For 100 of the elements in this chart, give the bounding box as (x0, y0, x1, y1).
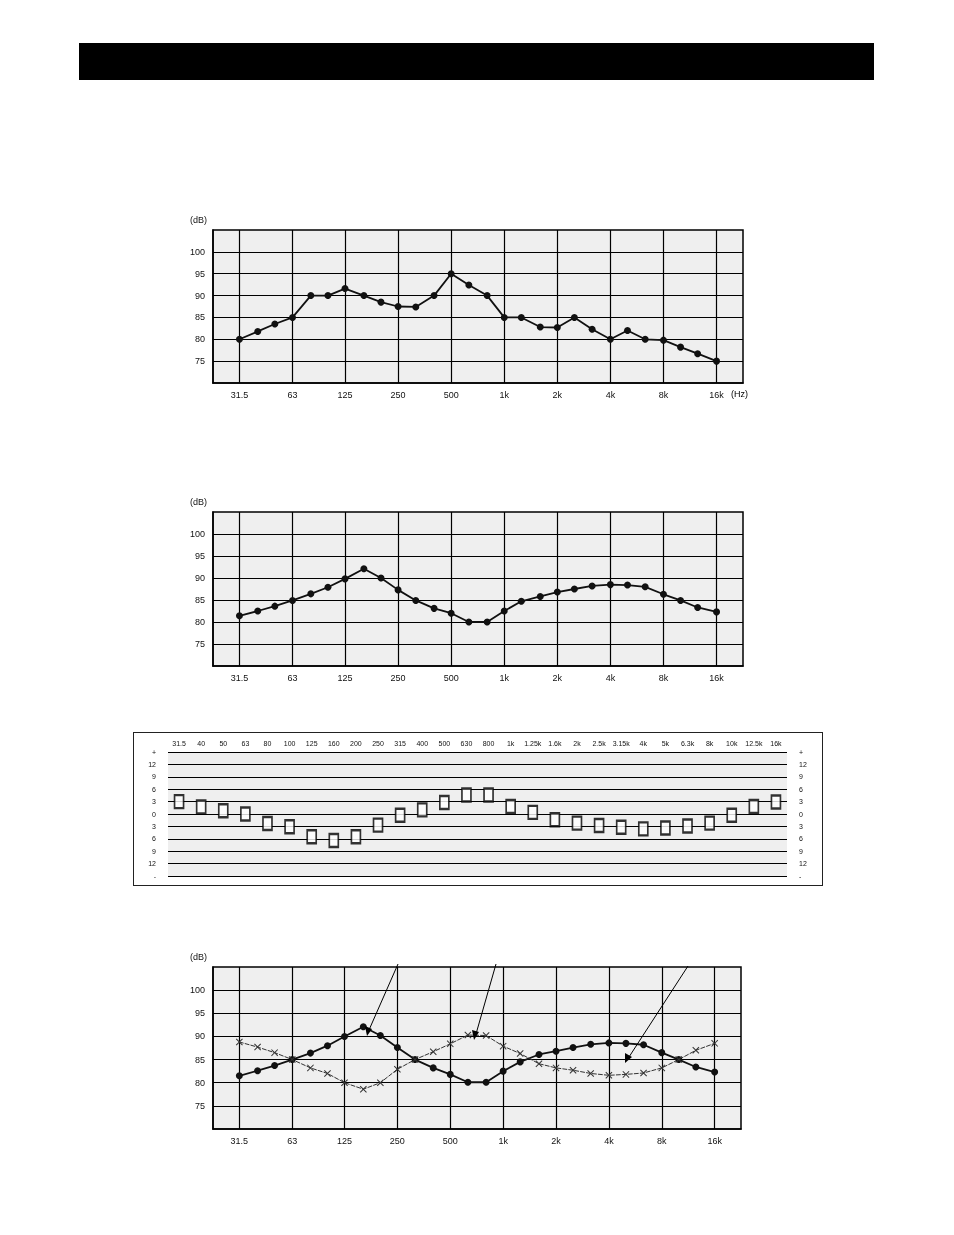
y-tick-label: 90 (194, 290, 205, 301)
point (677, 596, 685, 604)
y-axis-title: (dB) (189, 951, 207, 962)
point (372, 817, 384, 833)
point (552, 1047, 560, 1055)
point (483, 787, 495, 803)
x-tick-label: 125 (337, 389, 353, 400)
point (516, 1058, 524, 1066)
x-tick-label: 31.5 (230, 672, 249, 683)
point (658, 1064, 666, 1072)
point (465, 281, 473, 289)
point (173, 794, 185, 810)
y-tick-label: 90 (194, 1031, 205, 1042)
point (217, 803, 229, 819)
x-tick-label: 125 (337, 672, 353, 683)
point (360, 565, 368, 573)
point (429, 1048, 437, 1056)
point (640, 1069, 648, 1077)
point (447, 270, 455, 278)
point (254, 1043, 262, 1051)
x-tick-label: 2k (551, 1135, 562, 1146)
point (571, 815, 583, 831)
y-tick-label: 85 (194, 312, 205, 323)
point (360, 292, 368, 300)
point (658, 1049, 666, 1057)
point (447, 609, 455, 617)
y-tick-label: 100 (189, 985, 205, 996)
point (606, 581, 614, 589)
point (416, 802, 428, 818)
x-tick-label: 63 (287, 672, 298, 683)
y-tick-label: 85 (194, 595, 205, 605)
x-tick-label: 4k (605, 672, 616, 683)
point (235, 1072, 243, 1080)
point (376, 1079, 384, 1087)
point (622, 1070, 630, 1078)
point (482, 1032, 490, 1039)
x-tick-label: 500 (442, 1135, 458, 1146)
point (694, 350, 702, 358)
x-tick-label: 16k (707, 1135, 723, 1146)
point (438, 794, 450, 810)
point (549, 812, 561, 828)
point (306, 1064, 314, 1072)
point (500, 313, 508, 321)
point (622, 1039, 630, 1047)
point (704, 815, 716, 831)
x-tick-label: 31.5 (230, 1135, 249, 1146)
x-tick-label: 63 (287, 1135, 298, 1146)
point (505, 799, 517, 815)
point (328, 832, 340, 848)
point (659, 590, 667, 598)
y-tick-label: 95 (194, 268, 205, 279)
x-tick-label: 250 (390, 389, 406, 400)
x-axis-title: (Hz) (731, 388, 748, 399)
x-tick-label: 8k (658, 672, 669, 683)
x-tick-label: 500 (443, 389, 459, 400)
point (341, 1032, 348, 1040)
x-tick-label: 250 (390, 672, 406, 683)
point (376, 1032, 384, 1039)
x-tick-label: 8k (657, 1135, 668, 1146)
point (239, 806, 251, 822)
point (570, 313, 578, 321)
x-tick-label: 4k (605, 389, 616, 400)
x-tick-label: 1k (499, 672, 510, 683)
point (289, 313, 297, 321)
point (307, 590, 315, 598)
point (527, 804, 539, 820)
point (412, 303, 420, 311)
point (593, 818, 605, 834)
x-tick-label: 8k (658, 389, 669, 400)
y-tick-label: 100 (189, 246, 205, 257)
y-tick-label: 90 (194, 573, 205, 583)
point (615, 819, 627, 835)
point (637, 821, 649, 837)
point (748, 799, 760, 815)
point (692, 1063, 700, 1071)
point (429, 1064, 437, 1072)
point (460, 787, 472, 803)
y-tick-label: 85 (194, 1054, 205, 1065)
x-tick-label: 63 (287, 389, 298, 400)
point (254, 1067, 262, 1075)
point (464, 1078, 472, 1086)
point (587, 1040, 595, 1048)
point (517, 313, 525, 321)
y-tick-label: 80 (194, 617, 205, 627)
x-tick-label: 1k (498, 1135, 509, 1146)
point (324, 292, 332, 300)
point (446, 1070, 454, 1078)
x-tick-label: 2k (552, 672, 563, 683)
point (535, 1050, 543, 1058)
point (235, 1038, 243, 1046)
point (271, 1062, 279, 1070)
point (306, 1049, 314, 1057)
point (261, 816, 273, 832)
point (393, 1044, 401, 1052)
x-tick-label: 16k (709, 389, 725, 400)
point (692, 1046, 700, 1054)
point (394, 586, 402, 594)
point (677, 343, 685, 351)
point (623, 581, 631, 589)
x-tick-label: 250 (389, 1135, 405, 1146)
